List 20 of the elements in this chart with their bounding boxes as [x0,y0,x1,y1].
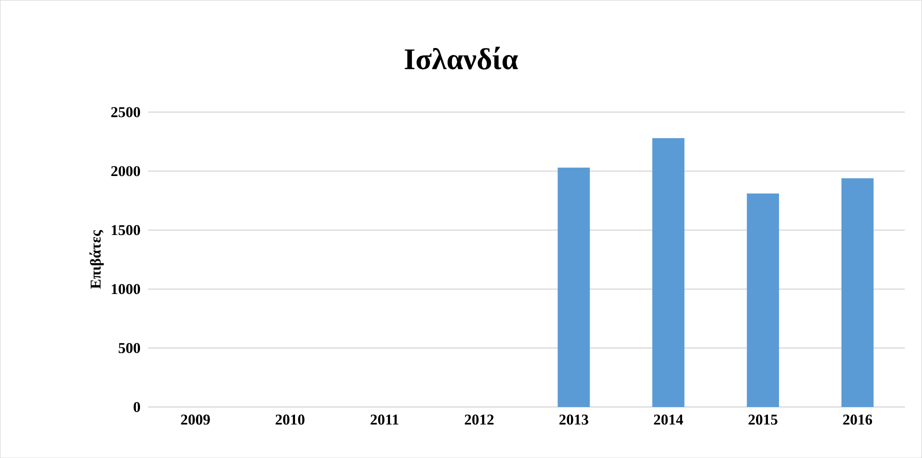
bar [841,178,874,407]
bar [652,138,684,407]
y-tick-label: 2000 [111,166,140,176]
bar [558,167,590,407]
y-tick-label: 1500 [112,224,140,236]
y-tick-label: 500 [118,342,140,354]
x-tick-label: 2010 [276,414,304,425]
chart-title: Ισλανδία [404,46,518,70]
y-axis-title: Επιβάτες [89,230,104,289]
x-tick-label: 2011 [370,414,398,425]
x-tick-label: 2015 [748,414,778,425]
bar [746,193,780,407]
x-tick-label: 2016 [843,414,872,425]
y-tick-label: 0 [134,402,140,412]
y-tick-label: 2500 [111,107,140,118]
x-tick-label: 2014 [654,414,684,425]
x-tick-label: 2012 [464,414,494,425]
x-tick-label: 2009 [181,414,210,425]
y-tick-label: 1000 [112,284,140,294]
x-tick-label: 2013 [559,414,588,425]
